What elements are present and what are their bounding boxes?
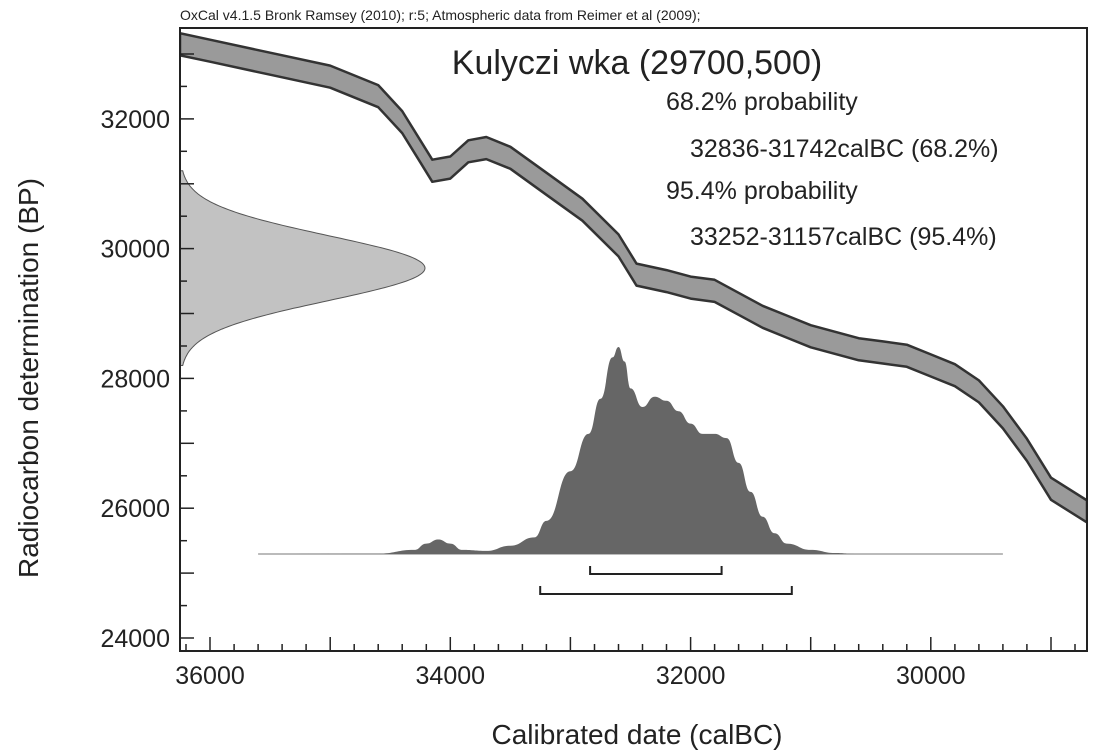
x-tick-label: 36000 xyxy=(175,662,245,690)
annotation-95-label: 95.4% probability xyxy=(666,177,858,205)
annotation-68-range: 32836-31742calBC (68.2%) xyxy=(690,135,999,163)
x-tick-label: 30000 xyxy=(896,662,966,690)
y-tick-label: 30000 xyxy=(100,236,170,264)
annotation-95-range: 33252-31157calBC (95.4%) xyxy=(690,223,997,251)
y-axis: 24000 26000 28000 30000 32000 xyxy=(100,53,194,653)
chart-title: Kulyczi wka (29700,500) xyxy=(452,44,822,82)
posterior-distribution xyxy=(258,347,1003,554)
y-tick-label: 32000 xyxy=(100,106,170,134)
y-tick-label: 26000 xyxy=(100,495,170,523)
measurement-distribution xyxy=(180,170,426,366)
plot-frame xyxy=(179,27,1088,652)
y-tick-label: 28000 xyxy=(100,365,170,393)
software-header: OxCal v4.1.5 Bronk Ramsey (2010); r:5; A… xyxy=(180,7,701,23)
x-tick-label: 32000 xyxy=(656,662,726,690)
x-tick-label: 34000 xyxy=(416,662,486,690)
annotation-68-label: 68.2% probability xyxy=(666,88,858,116)
plot-area xyxy=(180,31,1087,555)
x-axis-label: Calibrated date (calBC) xyxy=(491,719,782,750)
range-brackets xyxy=(539,566,793,595)
calibration-curve-band xyxy=(180,31,1087,524)
range-bracket-682 xyxy=(589,566,723,575)
y-tick-label: 24000 xyxy=(100,625,170,653)
x-axis: 36000 34000 32000 30000 xyxy=(175,637,1076,690)
range-bracket-954 xyxy=(539,586,793,595)
y-axis-label: Radiocarbon determination (BP) xyxy=(13,178,44,578)
